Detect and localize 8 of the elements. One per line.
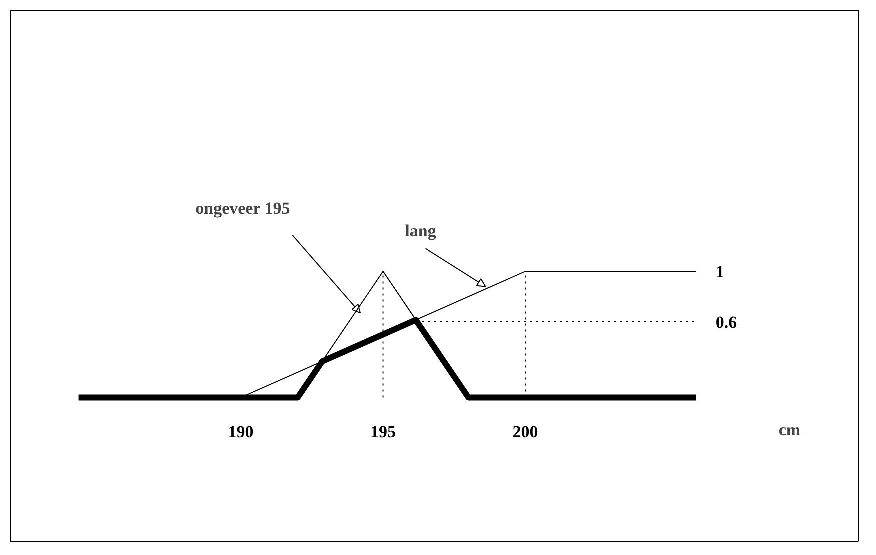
- annotation: lang: [405, 222, 437, 241]
- x-axis-title: cm: [778, 420, 801, 440]
- y-tick-label: 0.6: [716, 313, 738, 332]
- annotation: ongeveer 195: [196, 199, 290, 218]
- x-tick-label: 190: [228, 422, 254, 442]
- x-tick-label: 200: [512, 422, 538, 442]
- x-tick-label: 195: [370, 422, 396, 442]
- y-tick-label: 1: [716, 262, 724, 282]
